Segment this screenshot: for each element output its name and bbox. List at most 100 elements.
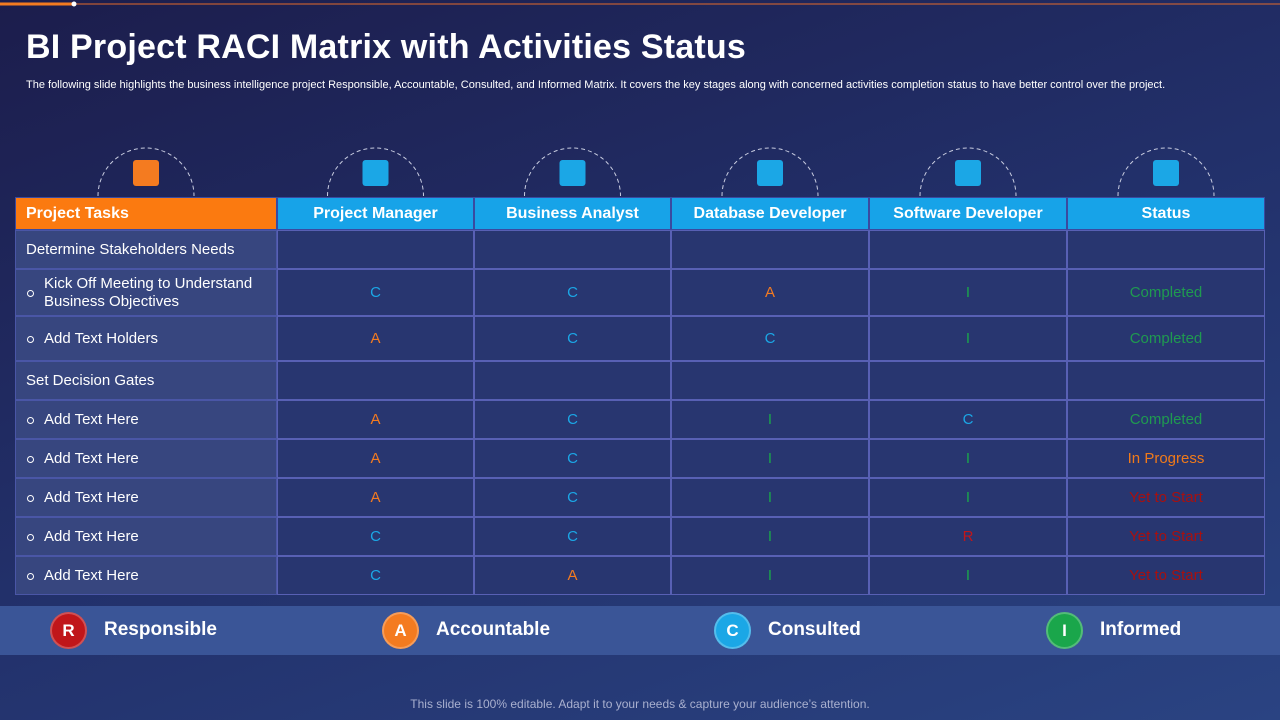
task-cell: Add Text Here <box>15 556 277 595</box>
header-cell: Status <box>1067 197 1265 230</box>
raci-cell: I <box>671 517 869 556</box>
task-cell: Add Text Here <box>15 439 277 478</box>
raci-cell <box>869 230 1067 269</box>
icon-arc <box>97 147 195 197</box>
raci-cell: I <box>869 439 1067 478</box>
subtitle: The following slide highlights the busin… <box>26 79 1166 91</box>
task-text: Add Text Here <box>44 488 139 506</box>
header-cell: Database Developer <box>671 197 869 230</box>
task-cell: Set Decision Gates <box>15 361 277 400</box>
header-icon <box>955 160 981 186</box>
legend-badge: C <box>714 612 751 649</box>
task-cell: Add Text Here <box>15 517 277 556</box>
raci-cell: C <box>474 478 671 517</box>
raci-cell: A <box>277 478 474 517</box>
raci-cell: C <box>869 400 1067 439</box>
status-cell: Completed <box>1067 316 1265 361</box>
raci-cell: I <box>869 316 1067 361</box>
status-cell <box>1067 230 1265 269</box>
status-cell: In Progress <box>1067 439 1265 478</box>
raci-cell: I <box>671 478 869 517</box>
raci-cell <box>869 361 1067 400</box>
legend-badge: I <box>1046 612 1083 649</box>
bullet <box>27 533 34 541</box>
raci-cell: C <box>474 316 671 361</box>
raci-cell: C <box>474 269 671 316</box>
raci-cell <box>277 230 474 269</box>
legend-badge: A <box>382 612 419 649</box>
bullet <box>27 455 34 463</box>
header-cell: Project Manager <box>277 197 474 230</box>
decor <box>0 1 1280 197</box>
raci-cell: C <box>474 400 671 439</box>
task-text: Add Text Here <box>44 410 139 428</box>
header-icon <box>362 160 389 186</box>
raci-cell: I <box>869 269 1067 316</box>
task-cell: Determine Stakeholders Needs <box>15 230 277 269</box>
task-text: Add Text Here <box>44 449 139 467</box>
status-cell: Yet to Start <box>1067 517 1265 556</box>
task-cell: Add Text Here <box>15 400 277 439</box>
raci-cell: A <box>277 400 474 439</box>
bullet <box>27 416 34 424</box>
raci-cell: C <box>474 517 671 556</box>
raci-cell <box>474 361 671 400</box>
status-cell <box>1067 361 1265 400</box>
task-text: Determine Stakeholders Needs <box>26 240 235 258</box>
status-cell: Yet to Start <box>1067 478 1265 517</box>
raci-cell: I <box>671 439 869 478</box>
footer: This slide is 100% editable. Adapt it to… <box>410 697 870 711</box>
task-text: Add Text Here <box>44 566 139 584</box>
task-text: Kick Off Meeting to Understand Business … <box>44 274 253 310</box>
raci-cell: C <box>671 316 869 361</box>
bullet <box>27 494 34 502</box>
raci-cell: A <box>277 439 474 478</box>
header-cell: Business Analyst <box>474 197 671 230</box>
task-cell: Add Text Holders <box>15 316 277 361</box>
task-text: Set Decision Gates <box>26 371 155 389</box>
raci-cell: C <box>277 556 474 595</box>
icon-arc <box>919 147 1017 197</box>
status-cell: Completed <box>1067 269 1265 316</box>
raci-cell: A <box>277 316 474 361</box>
raci-cell: C <box>277 269 474 316</box>
icon-arc <box>524 147 621 197</box>
header-icon <box>1153 160 1179 186</box>
status-cell: Completed <box>1067 400 1265 439</box>
legend-label: Informed <box>1100 619 1182 640</box>
raci-cell <box>277 361 474 400</box>
legend-label: Consulted <box>768 619 861 640</box>
raci-cell: I <box>869 556 1067 595</box>
task-cell: Kick Off Meeting to Understand Business … <box>15 269 277 316</box>
raci-cell <box>671 230 869 269</box>
raci-cell: R <box>869 517 1067 556</box>
raci-cell: A <box>474 556 671 595</box>
legend-label: Responsible <box>104 619 217 640</box>
header-cell: Project Tasks <box>15 197 277 230</box>
raci-cell: I <box>869 478 1067 517</box>
title: BI Project RACI Matrix with Activities S… <box>26 28 746 66</box>
bullet <box>27 572 34 580</box>
icon-arc <box>327 147 424 197</box>
raci-cell: C <box>277 517 474 556</box>
legend-badge: R <box>50 612 87 649</box>
task-text: Add Text Here <box>44 527 139 545</box>
raci-cell <box>671 361 869 400</box>
status-cell: Yet to Start <box>1067 556 1265 595</box>
raci-cell <box>474 230 671 269</box>
raci-cell: I <box>671 400 869 439</box>
header-icon <box>133 160 159 186</box>
task-text: Add Text Holders <box>44 329 158 347</box>
bullet <box>27 335 34 343</box>
raci-cell: I <box>671 556 869 595</box>
bullet <box>27 289 34 297</box>
header-icon <box>757 160 783 186</box>
raci-cell: A <box>671 269 869 316</box>
icon-arc <box>1117 147 1215 197</box>
header-icon <box>559 160 586 186</box>
legend-label: Accountable <box>436 619 551 640</box>
icon-arc <box>721 147 819 197</box>
raci-cell: C <box>474 439 671 478</box>
task-cell: Add Text Here <box>15 478 277 517</box>
